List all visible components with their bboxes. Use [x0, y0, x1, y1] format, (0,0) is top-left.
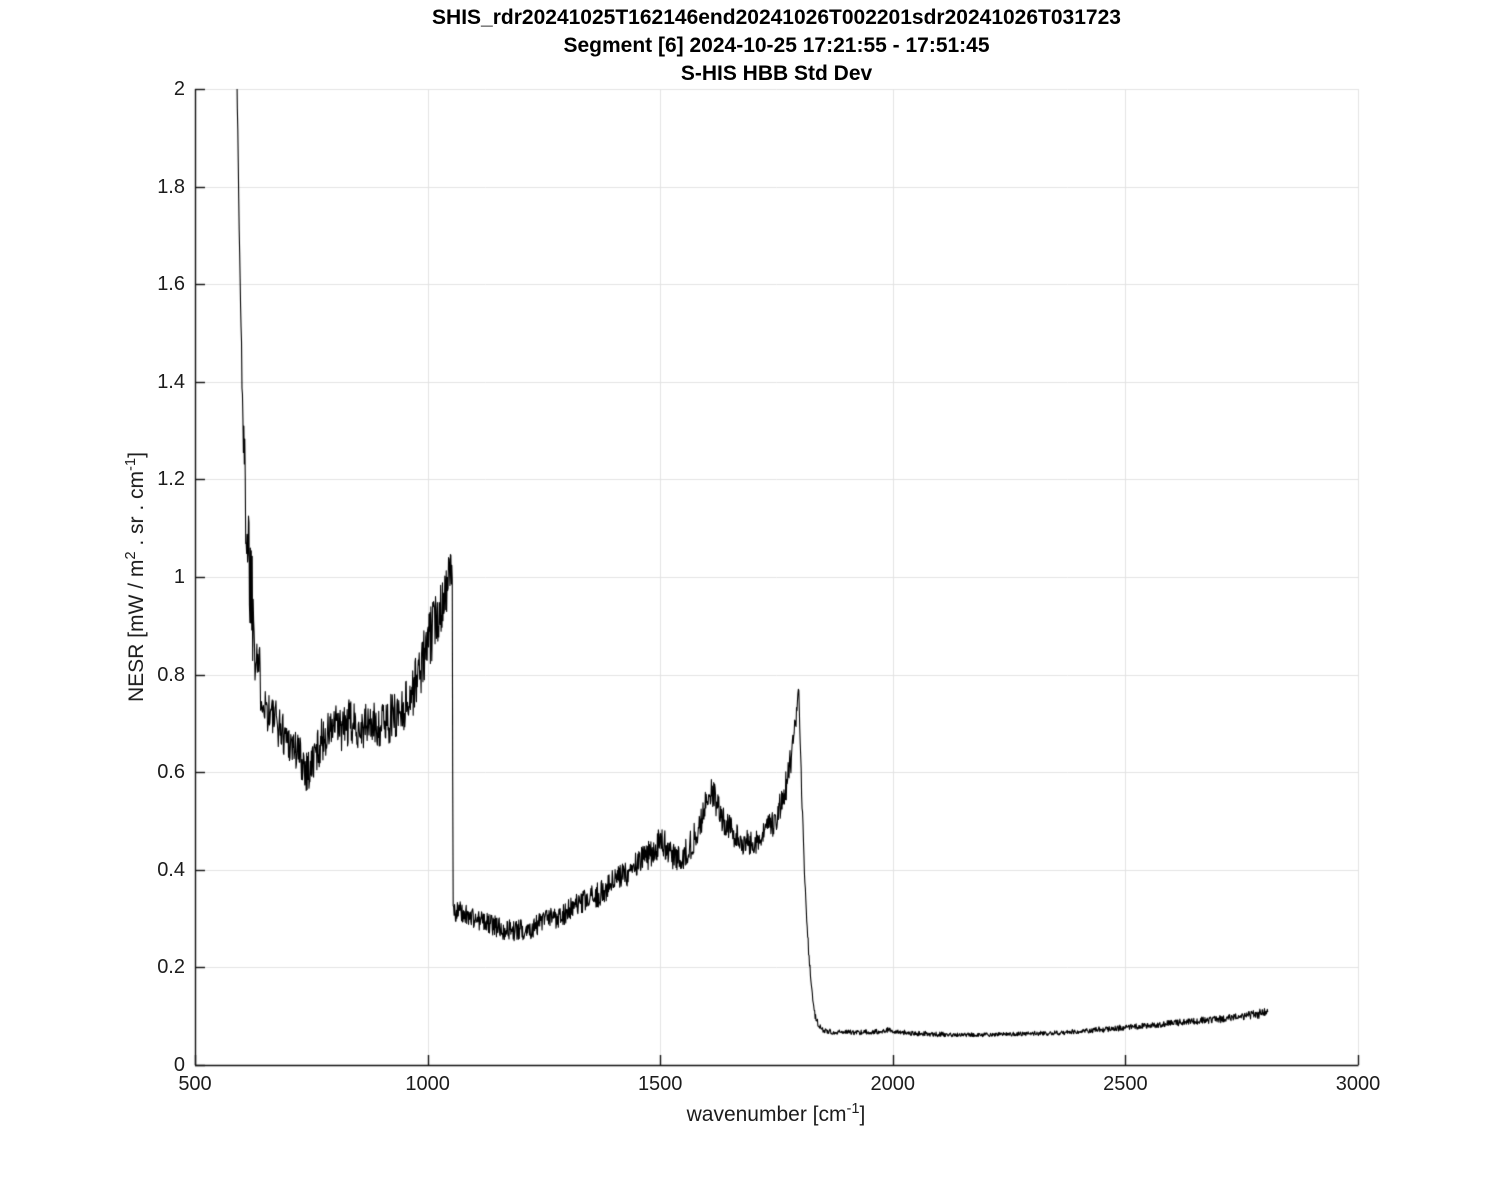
y-tick-label: 0: [173, 1054, 185, 1076]
x-tick-label: 1000: [405, 1073, 450, 1095]
y-tick-label: 0.8: [157, 663, 185, 686]
x-tick-label: 2500: [1103, 1073, 1148, 1095]
superscript: -1: [846, 1100, 860, 1117]
y-tick-label: 1.4: [157, 370, 185, 393]
plot-title-line-1: SHIS_rdr20241025T162146end20241026T00220…: [432, 6, 1121, 29]
y-tick-label: 0.6: [157, 761, 185, 784]
x-tick-label: 1500: [637, 1073, 683, 1095]
x-tick-label: 3000: [1335, 1073, 1381, 1095]
y-tick-label: 0.4: [157, 858, 185, 881]
y-tick-label: 0.2: [157, 956, 185, 979]
label-text: ]: [859, 1103, 866, 1126]
y-tick-label: 1: [173, 566, 185, 588]
y-tick-label: 1.2: [157, 468, 185, 491]
x-tick-label: 500: [178, 1073, 212, 1095]
plot-title-line-3: S-HIS HBB Std Dev: [680, 62, 873, 85]
y-tick-label: 1.6: [157, 273, 185, 296]
y-tick-label: 2: [173, 78, 185, 100]
superscript: 2: [122, 551, 139, 560]
label-text: wavenumber [cm: [686, 1103, 847, 1126]
plot-title-line-2: Segment [6] 2024-10-25 17:21:55 - 17:51:…: [563, 34, 990, 57]
y-tick-label: 1.8: [157, 175, 185, 198]
x-axis-label: wavenumber [cm-1]: [686, 1100, 866, 1127]
x-tick-label: 2000: [870, 1073, 916, 1095]
